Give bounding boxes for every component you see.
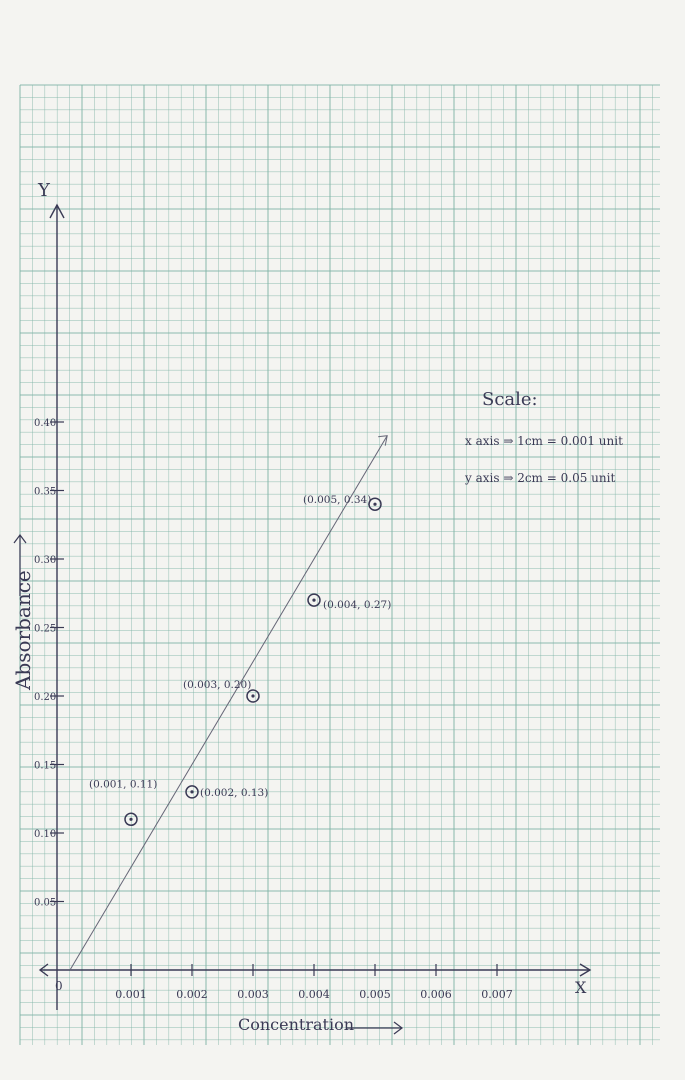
best-fit-line — [69, 435, 388, 971]
axis-ticks: 0.001 0.002 0.003 0.004 0.005 0.006 0.007 0.05 0… — [34, 418, 513, 1001]
data-point-marker — [368, 497, 382, 511]
scale-note: Scale: x axis ⇒ 1cm = 0.001 unit y axis … — [464, 389, 623, 485]
data-point-label: (0.002, 0.13) — [200, 787, 268, 799]
x-label-arrow-head — [393, 1021, 403, 1035]
x-tick-label: 0.003 — [237, 988, 269, 1001]
data-point-marker — [307, 593, 321, 607]
data-point-dot — [251, 694, 255, 698]
data-point-dot — [129, 817, 133, 821]
data-point-marker — [124, 812, 138, 827]
x-axis-back-arrow — [38, 963, 49, 977]
data-point-marker — [185, 785, 199, 799]
y-tick-label: 0.30 — [34, 555, 56, 566]
y-tick-label: 0.40 — [34, 418, 56, 429]
y-axis-arrow — [49, 203, 65, 219]
x-tick-label: 0.004 — [298, 988, 330, 1001]
y-tick-label: 0.20 — [34, 692, 56, 703]
y-tick-label: 0.35 — [34, 487, 56, 498]
x-tick-label: 0.001 — [115, 988, 147, 1001]
scale-x-line: x axis ⇒ 1cm = 0.001 unit — [465, 434, 623, 448]
data-point-label: (0.005, 0.34) — [303, 494, 371, 506]
x-tick-label: 0.006 — [420, 988, 452, 1001]
data-point-dot — [190, 790, 194, 794]
x-axis-label: Concentration — [238, 1015, 354, 1034]
data-point-marker — [246, 689, 260, 703]
data-point-label: (0.004, 0.27) — [323, 599, 391, 611]
origin-label: 0 — [55, 979, 63, 993]
x-axis-arrow — [579, 963, 592, 977]
data-points: (0.001, 0.11) (0.002, 0.13) (0.003, 0.20) (… — [89, 494, 391, 827]
y-tick-label: 0.25 — [34, 624, 56, 635]
y-axis-letter: Y — [37, 180, 51, 201]
x-axis-letter: X — [575, 978, 587, 997]
data-point-label: (0.001, 0.11) — [89, 778, 157, 790]
y-label-arrow-head — [13, 534, 27, 544]
x-tick-label: 0.005 — [359, 988, 391, 1001]
y-tick-label: 0.10 — [34, 829, 56, 840]
y-tick-label: 0.15 — [34, 761, 56, 772]
scale-heading: Scale: — [482, 389, 538, 410]
data-point-dot — [373, 502, 377, 506]
graph-grid — [19, 84, 660, 1045]
y-tick-label: 0.05 — [34, 898, 56, 909]
x-tick-label: 0.007 — [481, 988, 513, 1001]
y-axis-label: Absorbance — [11, 570, 35, 691]
axes — [38, 203, 592, 1010]
data-point-dot — [312, 598, 316, 602]
best-fit-arrow — [378, 435, 388, 446]
data-point-label: (0.003, 0.20) — [183, 679, 251, 691]
scale-y-line: y axis ⇒ 2cm = 0.05 unit — [464, 471, 615, 485]
x-tick-label: 0.002 — [176, 988, 208, 1001]
